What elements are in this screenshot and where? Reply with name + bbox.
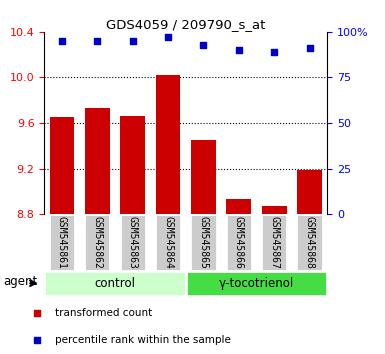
Text: percentile rank within the sample: percentile rank within the sample: [55, 335, 231, 345]
Point: [34, 310, 40, 316]
Bar: [155, 214, 181, 271]
Bar: [262, 206, 286, 214]
Text: control: control: [95, 277, 136, 290]
Bar: [296, 214, 323, 271]
Bar: [120, 214, 146, 271]
Point: [236, 47, 242, 53]
Bar: [121, 116, 145, 214]
Point: [130, 38, 136, 44]
Text: GSM545865: GSM545865: [198, 216, 208, 269]
Point: [59, 38, 65, 44]
Bar: [85, 108, 110, 214]
Bar: [190, 214, 216, 271]
Bar: [186, 271, 327, 296]
Point: [306, 45, 313, 51]
Bar: [44, 271, 186, 296]
Text: GSM545866: GSM545866: [234, 216, 244, 269]
Bar: [226, 214, 252, 271]
Bar: [226, 199, 251, 214]
Point: [94, 38, 100, 44]
Text: GSM545868: GSM545868: [305, 216, 315, 269]
Text: GSM545863: GSM545863: [128, 216, 138, 269]
Bar: [49, 214, 75, 271]
Bar: [84, 214, 110, 271]
Text: GSM545867: GSM545867: [269, 216, 279, 269]
Point: [34, 337, 40, 343]
Text: GSM545861: GSM545861: [57, 216, 67, 269]
Bar: [297, 170, 322, 214]
Text: transformed count: transformed count: [55, 308, 152, 318]
Point: [271, 49, 277, 55]
Text: γ-tocotrienol: γ-tocotrienol: [219, 277, 294, 290]
Bar: [50, 117, 74, 214]
Text: GSM545862: GSM545862: [92, 216, 102, 269]
Point: [200, 42, 206, 47]
Bar: [156, 75, 181, 214]
Point: [165, 34, 171, 40]
Bar: [261, 214, 287, 271]
Text: agent: agent: [3, 275, 38, 289]
Bar: [191, 140, 216, 214]
Text: GSM545864: GSM545864: [163, 216, 173, 269]
Title: GDS4059 / 209790_s_at: GDS4059 / 209790_s_at: [106, 18, 265, 31]
